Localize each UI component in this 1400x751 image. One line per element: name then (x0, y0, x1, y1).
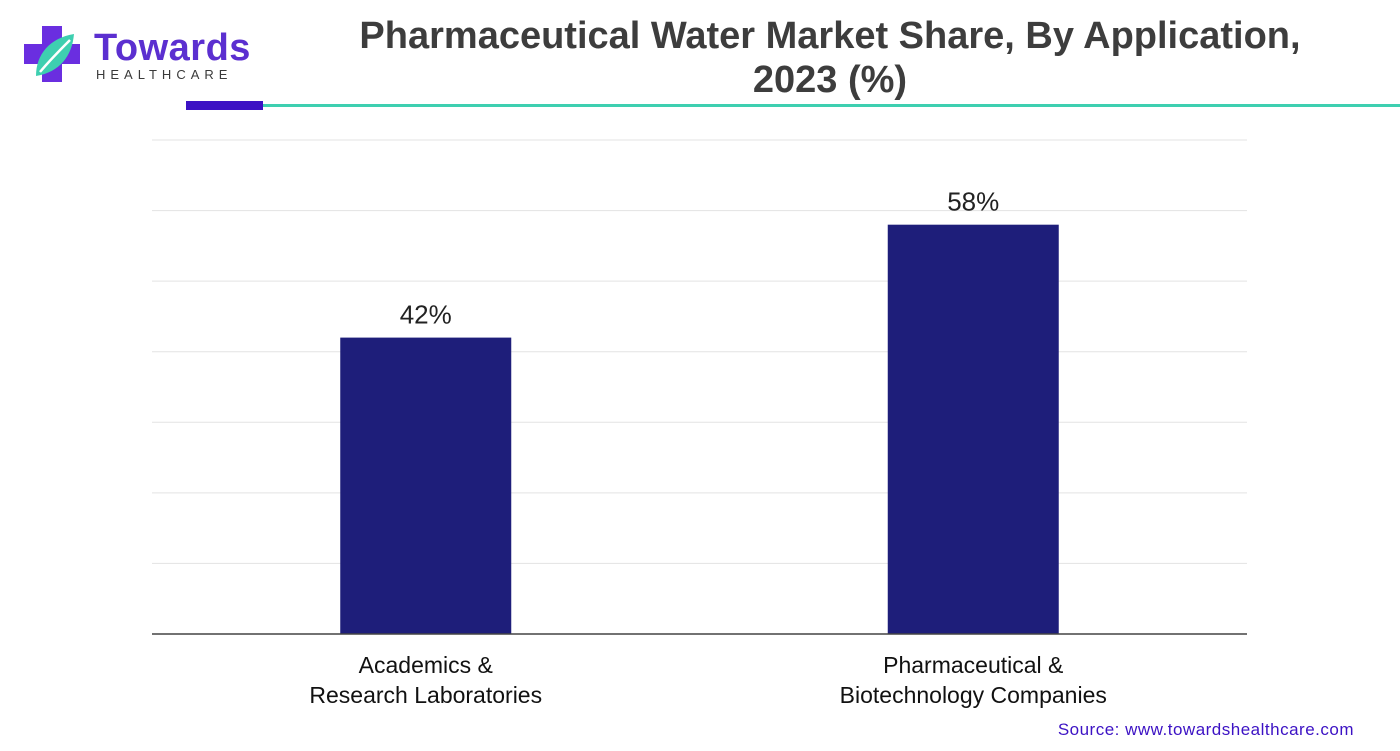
source-note: Source: www.towardshealthcare.com (1057, 720, 1354, 739)
category-label-2-line-2: Biotechnology Companies (840, 682, 1107, 708)
category-label-1-line-1: Academics & (359, 652, 493, 678)
header-rule-teal (262, 104, 1400, 107)
category-labels: Academics & Research Laboratories Pharmace… (309, 652, 1106, 708)
medical-cross-leaf-icon (24, 26, 80, 82)
chart-title-line-1: Pharmaceutical Water Market Share, By Ap… (359, 15, 1301, 57)
brand-name: Towards (94, 27, 251, 69)
value-label-2: 58% (947, 187, 999, 217)
chart-title-line-2: 2023 (%) (752, 59, 908, 101)
value-label-1: 42% (400, 300, 452, 330)
value-labels: 42% 58% (400, 187, 1000, 330)
grid-lines (152, 139, 1247, 564)
bar-2 (887, 224, 1059, 634)
category-label-1-line-2: Research Laboratories (309, 682, 542, 708)
bars (340, 224, 1059, 634)
brand-tagline: HEALTHCARE (96, 67, 233, 82)
brand-logo: Towards HEALTHCARE (22, 24, 250, 88)
header-rule-accent (186, 101, 263, 110)
chart-title: Pharmaceutical Water Market Share, By Ap… (300, 14, 1360, 102)
bar-1 (340, 337, 512, 634)
category-label-2-line-1: Pharmaceutical & (883, 652, 1063, 678)
